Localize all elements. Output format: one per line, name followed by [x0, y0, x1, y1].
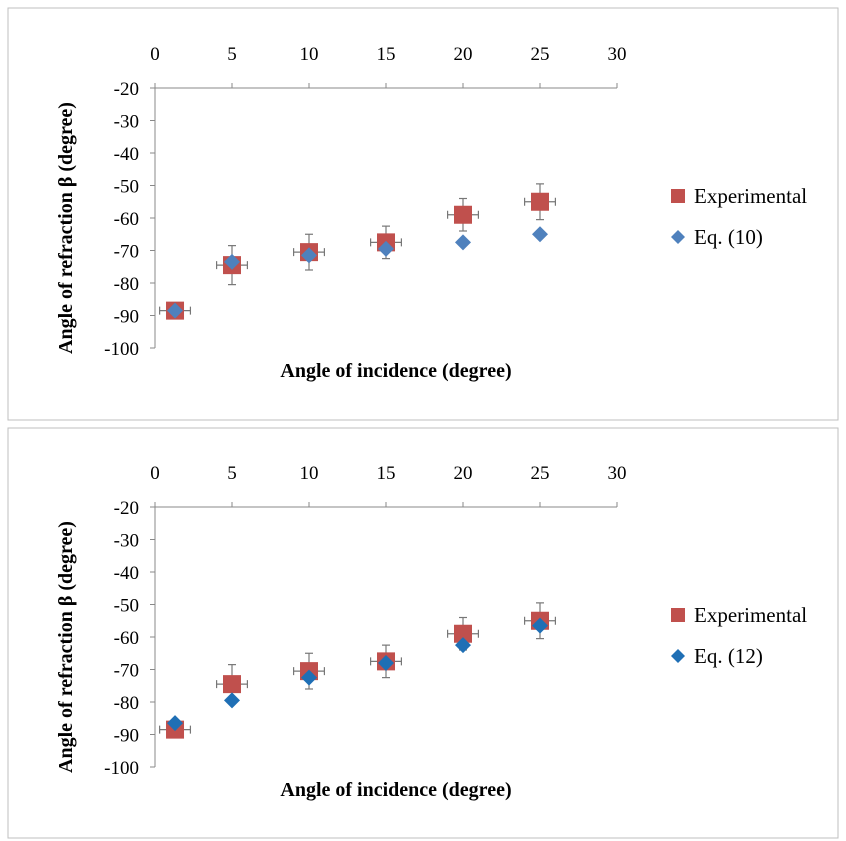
- data-point-diamond: [301, 669, 317, 686]
- data-point-diamond: [224, 253, 240, 270]
- legend-marker-square: [671, 189, 685, 203]
- legend-marker-diamond: [671, 649, 685, 663]
- legend-label: Eq. (10): [694, 225, 763, 249]
- legend-marker-diamond: [671, 230, 685, 244]
- data-point-diamond: [378, 655, 394, 671]
- data-point-square: [531, 192, 549, 211]
- data-point-diamond: [532, 617, 548, 634]
- y-tick-label: -100: [104, 339, 139, 360]
- y-tick-label: -70: [114, 242, 139, 263]
- y-tick-label: -100: [104, 758, 139, 779]
- y-axis-title: Angle of refraction β (degree): [55, 521, 77, 773]
- x-tick-label: 15: [377, 463, 396, 484]
- series-1: [159, 183, 557, 320]
- data-point-square: [223, 675, 241, 694]
- y-tick-label: -80: [114, 274, 139, 295]
- legend-label: Experimental: [694, 603, 807, 627]
- data-point-diamond: [167, 715, 184, 732]
- legend-label: Experimental: [694, 184, 807, 208]
- x-tick-label: 20: [454, 463, 473, 484]
- legend-label: Eq. (12): [694, 644, 763, 668]
- y-tick-label: -80: [114, 693, 139, 714]
- series-1: [159, 602, 557, 739]
- data-point-diamond: [301, 247, 317, 264]
- x-tick-label: 5: [227, 463, 237, 484]
- y-tick-label: -20: [114, 498, 139, 519]
- x-tick-label: 25: [531, 44, 550, 65]
- data-point-square: [454, 205, 472, 224]
- chart-panel-1: 0 5 10 15 20 25 30 -20 -30 -40 -50 -60 -70 -80 -90 -100…: [7, 7, 839, 421]
- x-tick-label: 10: [300, 463, 319, 484]
- data-point-diamond: [378, 240, 394, 257]
- x-axis-title: Angle of incidence (degree): [280, 360, 511, 382]
- data-point-diamond: [455, 234, 471, 251]
- data-point-diamond: [532, 226, 548, 243]
- x-tick-label: 10: [300, 44, 319, 65]
- y-tick-label: -90: [114, 726, 139, 747]
- y-tick-label: -70: [114, 661, 139, 682]
- data-point-diamond: [167, 302, 184, 319]
- x-tick-label: 0: [150, 463, 160, 484]
- chart-panel-2: 0 5 10 15 20 25 30 -20 -30 -40 -50 -60 -70 -80 -90 -100…: [7, 427, 839, 839]
- y-tick-label: -40: [114, 144, 139, 165]
- legend-marker-square: [671, 608, 685, 622]
- x-tick-label: 30: [608, 44, 627, 65]
- y-axis-title: Angle of refraction β (degree): [55, 102, 77, 354]
- x-tick-label: 20: [454, 44, 473, 65]
- data-point-square: [454, 624, 472, 643]
- x-tick-label: 5: [227, 44, 237, 65]
- y-tick-label: -90: [114, 307, 139, 328]
- y-tick-label: -40: [114, 563, 139, 584]
- x-tick-label: 25: [531, 463, 550, 484]
- x-tick-label: 0: [150, 44, 160, 65]
- x-tick-label: 15: [377, 44, 396, 65]
- data-point-diamond: [224, 692, 240, 709]
- series-2: [167, 226, 548, 319]
- y-tick-label: -30: [114, 112, 139, 133]
- y-tick-label: -20: [114, 79, 139, 100]
- y-tick-label: -60: [114, 209, 139, 230]
- x-tick-label: 30: [608, 463, 627, 484]
- y-tick-label: -60: [114, 628, 139, 649]
- y-tick-label: -50: [114, 596, 139, 617]
- y-tick-label: -50: [114, 177, 139, 198]
- chart-border: [7, 7, 839, 421]
- data-point-diamond: [455, 637, 471, 654]
- series-2: [167, 617, 548, 732]
- x-axis-title: Angle of incidence (degree): [280, 779, 511, 801]
- y-tick-label: -30: [114, 531, 139, 552]
- chart-border: [7, 427, 839, 839]
